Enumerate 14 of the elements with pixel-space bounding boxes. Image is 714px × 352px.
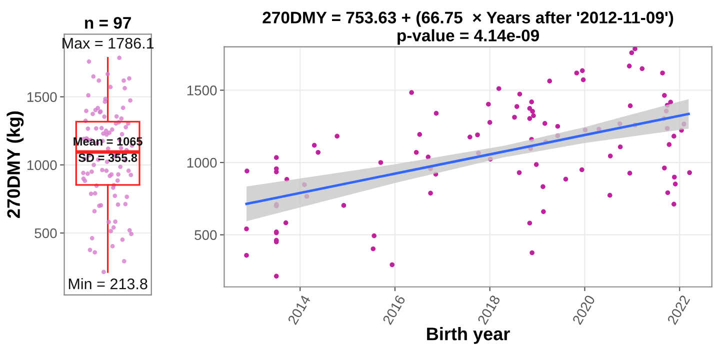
x-axis-title: Birth year — [427, 327, 510, 344]
annotation: Min = 213.8 — [68, 278, 148, 290]
y-tick-label: 1000 — [187, 158, 217, 168]
y-tick-label: 1500 — [27, 92, 57, 102]
y-tick-label: 500 — [34, 228, 57, 238]
chart-title: 270DMY = 753.63 + (66.75 × Years after '2012-11-09') p-value = 4.14e-09 — [262, 11, 674, 45]
y-tick-label: 1000 — [27, 160, 57, 170]
annotation: Max = 1786.1 — [62, 38, 154, 49]
y-axis-title: 270DMY (kg) — [6, 111, 24, 218]
line-series — [245, 112, 690, 206]
chart-title: n = 97 — [85, 16, 131, 29]
y-tick-label: 500 — [194, 230, 217, 240]
annotation: SD = 355.8 — [78, 154, 138, 162]
y-tick-label: 1500 — [187, 86, 217, 96]
